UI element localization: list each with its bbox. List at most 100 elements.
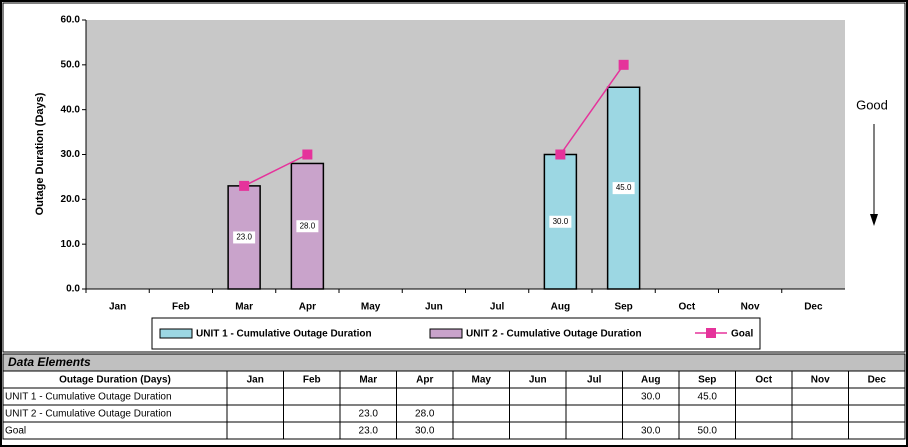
table-cell	[622, 404, 680, 423]
table-cell	[452, 404, 510, 423]
table-header: Oct	[755, 375, 772, 386]
table-cell	[2, 421, 228, 440]
table-header: Outage Duration (Days)	[59, 375, 171, 386]
table-title-bg	[2, 353, 906, 372]
table-header: Jan	[247, 375, 264, 386]
table-header: Apr	[416, 375, 433, 386]
x-tick-label: Sep	[614, 302, 632, 313]
table-title: Data Elements	[8, 355, 91, 369]
table-header: Sep	[698, 375, 716, 386]
y-tick-label: 20.0	[61, 194, 81, 205]
y-tick-label: 10.0	[61, 239, 81, 250]
x-tick-label: Jul	[490, 302, 505, 313]
goal-line	[243, 153, 308, 187]
table-value: 30.0	[641, 426, 661, 437]
legend-label: UNIT 1 - Cumulative Outage Duration	[196, 329, 372, 340]
legend-marker	[706, 328, 716, 338]
table-cell	[791, 404, 849, 423]
arrow-head	[870, 214, 878, 226]
value-label: 28.0	[300, 221, 316, 230]
table-value: UNIT 1 - Cumulative Outage Duration	[5, 392, 172, 403]
value-label-bg	[612, 182, 635, 195]
table-cell	[396, 387, 454, 406]
table-cell	[226, 404, 284, 423]
table-header: Nov	[811, 375, 830, 386]
goal-line	[559, 64, 625, 155]
table-value: UNIT 2 - Cumulative Outage Duration	[5, 409, 172, 420]
table-cell	[565, 421, 623, 440]
table-cell	[735, 404, 793, 423]
table-cell	[339, 387, 397, 406]
goal-marker	[555, 149, 566, 160]
legend-label: UNIT 2 - Cumulative Outage Duration	[466, 329, 642, 340]
legend-swatch	[159, 328, 193, 339]
table-header: Feb	[303, 375, 321, 386]
table-cell	[226, 387, 284, 406]
table-cell	[848, 404, 906, 423]
value-label-bg	[549, 215, 572, 228]
table-cell	[509, 404, 567, 423]
chart-frame	[2, 2, 906, 353]
table-cell	[452, 421, 510, 440]
value-label-bg	[296, 220, 319, 233]
x-tick-label: Jan	[109, 302, 126, 313]
table-header: Jun	[529, 375, 547, 386]
table-value: 50.0	[698, 426, 718, 437]
table-value: 28.0	[415, 409, 435, 420]
annotation: Good	[856, 97, 888, 112]
table-value: 23.0	[359, 409, 379, 420]
table-value: 30.0	[641, 392, 661, 403]
table-value: 23.0	[359, 426, 379, 437]
y-axis-label: Outage Duration (Days)	[34, 92, 46, 215]
y-tick-label: 0.0	[66, 284, 80, 295]
table-cell	[735, 387, 793, 406]
x-tick-label: Jun	[425, 302, 443, 313]
table-cell	[283, 387, 341, 406]
table-cell	[735, 421, 793, 440]
value-label: 45.0	[616, 183, 632, 192]
goal-marker	[239, 180, 250, 191]
legend-swatch	[429, 328, 463, 339]
x-tick-label: Mar	[235, 302, 253, 313]
goal-marker	[618, 59, 629, 70]
table-header: Aug	[641, 375, 660, 386]
table-header: Jul	[587, 375, 602, 386]
table-cell	[848, 421, 906, 440]
goal-marker	[302, 149, 313, 160]
table-cell	[565, 387, 623, 406]
value-label: 23.0	[236, 233, 252, 242]
x-tick-label: Dec	[804, 302, 823, 313]
table-cell	[509, 387, 567, 406]
table-value: Goal	[5, 426, 26, 437]
x-tick-label: May	[361, 302, 381, 313]
y-tick-label: 60.0	[61, 15, 81, 26]
table-cell	[452, 387, 510, 406]
y-tick-label: 30.0	[61, 149, 81, 160]
value-label: 30.0	[553, 217, 569, 226]
table-header: Mar	[359, 375, 377, 386]
value-label-bg	[233, 231, 256, 244]
x-tick-label: Oct	[679, 302, 696, 313]
legend-label: Goal	[731, 329, 753, 340]
plot-area	[86, 20, 845, 289]
y-tick-label: 50.0	[61, 59, 81, 70]
table-cell	[565, 404, 623, 423]
x-tick-label: Aug	[551, 302, 570, 313]
table-value: 45.0	[698, 392, 718, 403]
table-cell	[791, 421, 849, 440]
table-cell	[226, 421, 284, 440]
table-value: 30.0	[415, 426, 435, 437]
table-cell	[283, 404, 341, 423]
x-tick-label: Feb	[172, 302, 190, 313]
y-tick-label: 40.0	[61, 104, 81, 115]
table-cell	[283, 421, 341, 440]
x-tick-label: Apr	[299, 302, 316, 313]
table-cell	[848, 387, 906, 406]
table-cell	[791, 387, 849, 406]
table-header: Dec	[868, 375, 887, 386]
table-cell	[509, 421, 567, 440]
table-cell	[678, 404, 736, 423]
table-header: May	[472, 375, 492, 386]
x-tick-label: Nov	[741, 302, 760, 313]
